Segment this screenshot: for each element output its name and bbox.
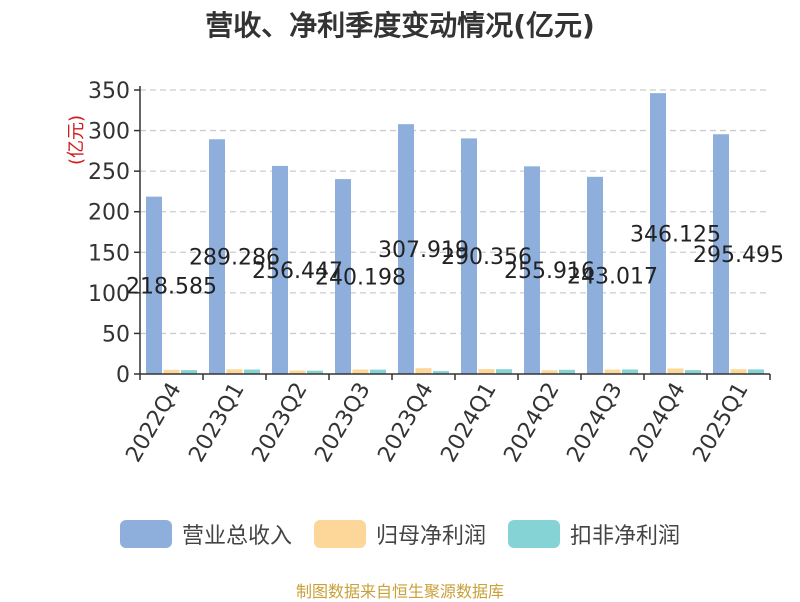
data-label-2023Q2: 256.447 — [252, 259, 343, 284]
bar-2023Q2-s1 — [289, 370, 306, 374]
bar-2024Q2-s0 — [524, 166, 540, 374]
y-tick-label: 350 — [88, 79, 130, 104]
data-label-2024Q1: 290.356 — [441, 245, 532, 270]
bar-2024Q3-s0 — [587, 176, 603, 374]
data-label-2024Q2: 255.916 — [504, 259, 595, 284]
x-tick-label: 2023Q4 — [373, 379, 438, 467]
source-note: 制图数据来自恒生聚源数据库 — [295, 582, 504, 601]
y-tick-label: 150 — [88, 241, 130, 266]
data-label-2024Q3: 243.017 — [567, 264, 658, 289]
x-tick-label: 2024Q4 — [625, 379, 690, 467]
data-label-2023Q1: 289.286 — [189, 246, 280, 271]
legend-label-deducted-net-profit: 扣非净利润 — [570, 524, 681, 549]
bar-2023Q2-s2 — [307, 370, 323, 374]
x-tick-label: 2023Q3 — [310, 379, 375, 467]
bar-2024Q1-s2 — [496, 369, 512, 374]
bar-2025Q1-s2 — [748, 369, 764, 374]
bar-2023Q3-s1 — [352, 369, 369, 374]
bar-2023Q2-s0 — [272, 165, 288, 374]
x-tick-label: 2023Q2 — [247, 379, 312, 467]
y-tick-label: 200 — [88, 201, 130, 226]
bar-2024Q3-s1 — [604, 369, 621, 374]
bar-2023Q4-s2 — [433, 371, 449, 374]
y-tick-label: 300 — [88, 120, 130, 145]
legend-label-net-profit: 归母净利润 — [375, 524, 486, 549]
bar-2023Q1-s0 — [209, 139, 225, 374]
data-label-2024Q4: 346.125 — [630, 223, 721, 248]
data-label-2022Q4: 218.585 — [126, 274, 217, 299]
chart-title: 营收、净利季度变动情况(亿元) — [205, 9, 595, 42]
grid-layer — [140, 89, 770, 335]
y-tick-label: 100 — [88, 282, 130, 307]
bar-2023Q1-s1 — [226, 369, 243, 374]
bar-2024Q2-s2 — [559, 369, 575, 374]
bars-layer — [146, 93, 764, 375]
x-tick-label: 2024Q2 — [499, 379, 564, 467]
bar-2024Q1-s1 — [478, 369, 495, 374]
y-tick-label: 250 — [88, 160, 130, 185]
data-label-2023Q3: 240.198 — [315, 266, 406, 291]
bar-2024Q4-s0 — [650, 93, 666, 374]
bar-2023Q3-s0 — [335, 179, 351, 374]
bar-2023Q3-s2 — [370, 369, 386, 374]
bar-2022Q4-s2 — [181, 370, 197, 374]
bar-2022Q4-s1 — [163, 369, 180, 374]
legend-item-revenue[interactable]: 营业总收入 — [119, 518, 292, 550]
data-label-2025Q1: 295.495 — [693, 243, 784, 268]
legend-swatch-net-profit — [313, 520, 366, 548]
legend-swatch-deducted-net-profit — [508, 520, 560, 548]
y-tick-label: 50 — [102, 322, 130, 347]
legend-label-revenue: 营业总收入 — [181, 524, 292, 549]
x-tick-label: 2025Q1 — [688, 379, 753, 467]
bar-2023Q1-s2 — [244, 369, 260, 374]
bar-2023Q4-s1 — [415, 368, 432, 374]
chart-legend: 营业总收入 归母净利润 扣非净利润 — [0, 518, 800, 550]
bar-2024Q4-s2 — [685, 370, 701, 374]
bar-2023Q4-s0 — [398, 124, 414, 375]
bar-2024Q4-s1 — [667, 368, 684, 374]
data-label-2023Q4: 307.919 — [378, 238, 469, 263]
legend-swatch-revenue — [119, 520, 172, 548]
bar-2024Q1-s0 — [461, 138, 477, 374]
bar-2022Q4-s0 — [146, 196, 162, 374]
legend-item-net-profit[interactable]: 归母净利润 — [313, 518, 486, 550]
bar-2025Q1-s1 — [730, 369, 747, 374]
x-tick-label: 2024Q1 — [436, 379, 501, 467]
bar-2024Q3-s2 — [622, 369, 638, 374]
x-tick-label: 2023Q1 — [184, 379, 249, 467]
bar-2025Q1-s0 — [713, 134, 729, 374]
legend-item-deducted-net-profit[interactable]: 扣非净利润 — [508, 518, 680, 550]
y-tick-label: 0 — [116, 363, 130, 388]
bar-2024Q2-s1 — [541, 370, 558, 374]
y-axis-label: (亿元) — [66, 115, 87, 165]
x-tick-label: 2024Q3 — [562, 379, 627, 467]
x-tick-label: 2022Q4 — [121, 379, 186, 467]
